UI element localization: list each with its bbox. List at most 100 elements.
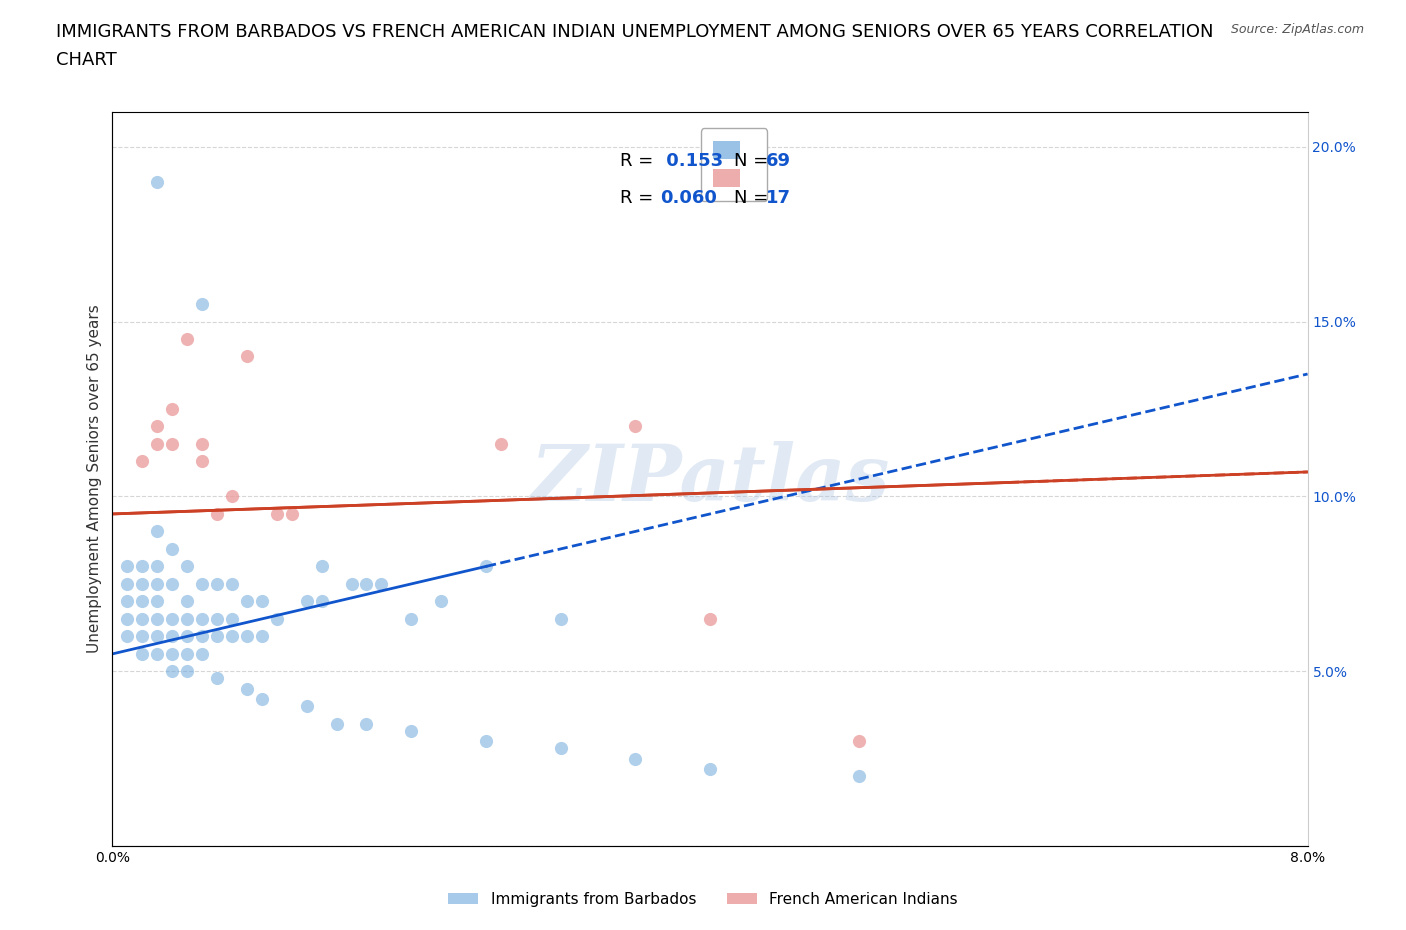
Point bbox=[221, 629, 243, 644]
Text: 69: 69 bbox=[766, 152, 792, 170]
Legend: Immigrants from Barbados, French American Indians: Immigrants from Barbados, French America… bbox=[441, 886, 965, 913]
Point bbox=[266, 507, 288, 522]
Point bbox=[191, 454, 214, 469]
Point bbox=[146, 629, 169, 644]
Point bbox=[205, 507, 228, 522]
Point bbox=[191, 629, 214, 644]
Y-axis label: Unemployment Among Seniors over 65 years: Unemployment Among Seniors over 65 years bbox=[87, 305, 103, 653]
Point bbox=[146, 559, 169, 574]
Text: R =: R = bbox=[620, 152, 659, 170]
Point bbox=[131, 646, 153, 661]
Text: N =: N = bbox=[734, 152, 773, 170]
Point bbox=[162, 629, 183, 644]
Point bbox=[250, 594, 273, 609]
Point bbox=[250, 629, 273, 644]
Text: 0.060: 0.060 bbox=[659, 189, 717, 206]
Point bbox=[146, 611, 169, 626]
Point bbox=[311, 559, 333, 574]
Point bbox=[624, 751, 647, 766]
Point bbox=[146, 646, 169, 661]
Point bbox=[131, 454, 153, 469]
Text: 17: 17 bbox=[766, 189, 792, 206]
Point bbox=[191, 297, 214, 312]
Point bbox=[191, 436, 214, 451]
Point bbox=[176, 594, 198, 609]
Point bbox=[162, 646, 183, 661]
Point bbox=[340, 577, 363, 591]
Point bbox=[131, 559, 153, 574]
Point bbox=[131, 594, 153, 609]
Point bbox=[146, 174, 169, 189]
Point bbox=[295, 594, 318, 609]
Point bbox=[205, 611, 228, 626]
Point bbox=[162, 436, 183, 451]
Point bbox=[146, 594, 169, 609]
Text: Source: ZipAtlas.com: Source: ZipAtlas.com bbox=[1230, 23, 1364, 36]
Point bbox=[475, 559, 498, 574]
Point bbox=[162, 664, 183, 679]
Text: 0.153: 0.153 bbox=[659, 152, 723, 170]
Legend: , : , bbox=[700, 128, 768, 201]
Point bbox=[295, 699, 318, 714]
Point bbox=[191, 646, 214, 661]
Point bbox=[370, 577, 392, 591]
Point bbox=[489, 436, 512, 451]
Point bbox=[325, 716, 347, 731]
Point bbox=[162, 577, 183, 591]
Point bbox=[176, 629, 198, 644]
Point bbox=[250, 692, 273, 707]
Point bbox=[236, 682, 259, 697]
Point bbox=[162, 611, 183, 626]
Point bbox=[401, 611, 423, 626]
Point bbox=[117, 594, 139, 609]
Point bbox=[117, 611, 139, 626]
Point bbox=[117, 577, 139, 591]
Point bbox=[146, 419, 169, 434]
Point bbox=[266, 611, 288, 626]
Point bbox=[176, 611, 198, 626]
Point bbox=[221, 489, 243, 504]
Point bbox=[236, 349, 259, 364]
Point bbox=[176, 664, 198, 679]
Point bbox=[205, 577, 228, 591]
Point bbox=[117, 559, 139, 574]
Point bbox=[131, 629, 153, 644]
Point bbox=[311, 594, 333, 609]
Point bbox=[550, 741, 572, 756]
Point bbox=[356, 577, 378, 591]
Point bbox=[205, 629, 228, 644]
Point bbox=[281, 507, 304, 522]
Point bbox=[699, 762, 721, 777]
Point bbox=[848, 734, 870, 749]
Point bbox=[236, 629, 259, 644]
Text: ZIPatlas: ZIPatlas bbox=[530, 441, 890, 517]
Point bbox=[146, 524, 169, 538]
Point bbox=[146, 436, 169, 451]
Text: IMMIGRANTS FROM BARBADOS VS FRENCH AMERICAN INDIAN UNEMPLOYMENT AMONG SENIORS OV: IMMIGRANTS FROM BARBADOS VS FRENCH AMERI… bbox=[56, 23, 1213, 41]
Text: R =: R = bbox=[620, 189, 659, 206]
Point bbox=[699, 611, 721, 626]
Text: CHART: CHART bbox=[56, 51, 117, 69]
Point bbox=[191, 577, 214, 591]
Point bbox=[848, 769, 870, 784]
Point bbox=[236, 594, 259, 609]
Point bbox=[131, 611, 153, 626]
Point bbox=[117, 629, 139, 644]
Point bbox=[146, 577, 169, 591]
Point bbox=[191, 611, 214, 626]
Point bbox=[162, 541, 183, 556]
Point bbox=[162, 402, 183, 417]
Text: N =: N = bbox=[734, 189, 773, 206]
Point bbox=[475, 734, 498, 749]
Point bbox=[176, 646, 198, 661]
Point bbox=[131, 577, 153, 591]
Point bbox=[550, 611, 572, 626]
Point bbox=[430, 594, 453, 609]
Point bbox=[356, 716, 378, 731]
Point bbox=[176, 332, 198, 347]
Point bbox=[221, 611, 243, 626]
Point bbox=[401, 724, 423, 738]
Point bbox=[205, 671, 228, 685]
Point bbox=[221, 577, 243, 591]
Point bbox=[176, 559, 198, 574]
